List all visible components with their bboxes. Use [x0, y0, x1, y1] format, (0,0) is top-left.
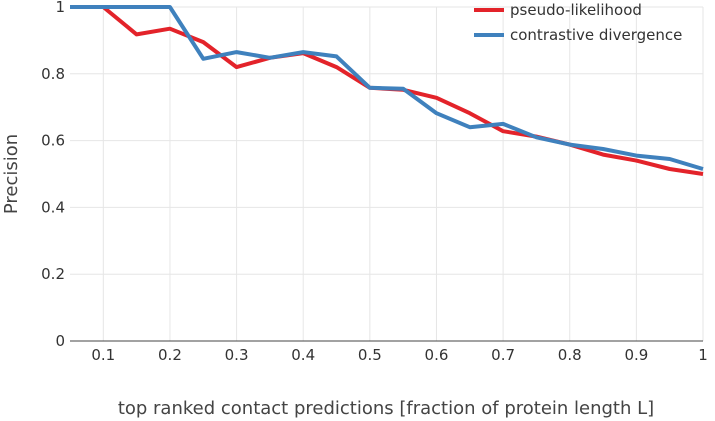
y-tick-label: 0.6 [41, 132, 65, 150]
series-layer [70, 5, 704, 176]
legend-item[interactable]: contrastive divergence [474, 26, 682, 44]
x-tick-label: 0.1 [91, 346, 115, 364]
y-tick-label: 0.4 [41, 198, 65, 216]
x-tick-label: 0.6 [425, 346, 449, 364]
tick-layer: 0.1 0.2 0.3 0.4 0.5 0.6 0.7 0.8 0.9 1 0 0.2 0.4 0.6 0.… [41, 0, 708, 364]
grid-layer [70, 6, 704, 342]
y-tick-label: 0.2 [41, 265, 65, 283]
x-tick-label: 1 [698, 346, 708, 364]
x-tick-label: 0.9 [624, 346, 648, 364]
legend-label: contrastive divergence [510, 26, 682, 44]
y-tick-label: 1 [55, 0, 65, 16]
y-tick-label: 0 [55, 332, 65, 350]
legend[interactable]: pseudo-likelihood contrastive divergence [474, 1, 682, 44]
x-tick-label: 0.3 [225, 346, 249, 364]
legend-label: pseudo-likelihood [510, 1, 642, 19]
x-tick-label: 0.8 [558, 346, 582, 364]
series-line-contrastive-divergence[interactable] [70, 5, 704, 171]
x-tick-label: 0.4 [291, 346, 315, 364]
x-tick-label: 0.7 [491, 346, 515, 364]
y-tick-label: 0.8 [41, 65, 65, 83]
legend-item[interactable]: pseudo-likelihood [474, 1, 642, 19]
y-axis-title: Precision [1, 134, 22, 214]
x-axis-title: top ranked contact predictions [fraction… [118, 398, 654, 419]
x-tick-label: 0.2 [158, 346, 182, 364]
x-tick-label: 0.5 [358, 346, 382, 364]
